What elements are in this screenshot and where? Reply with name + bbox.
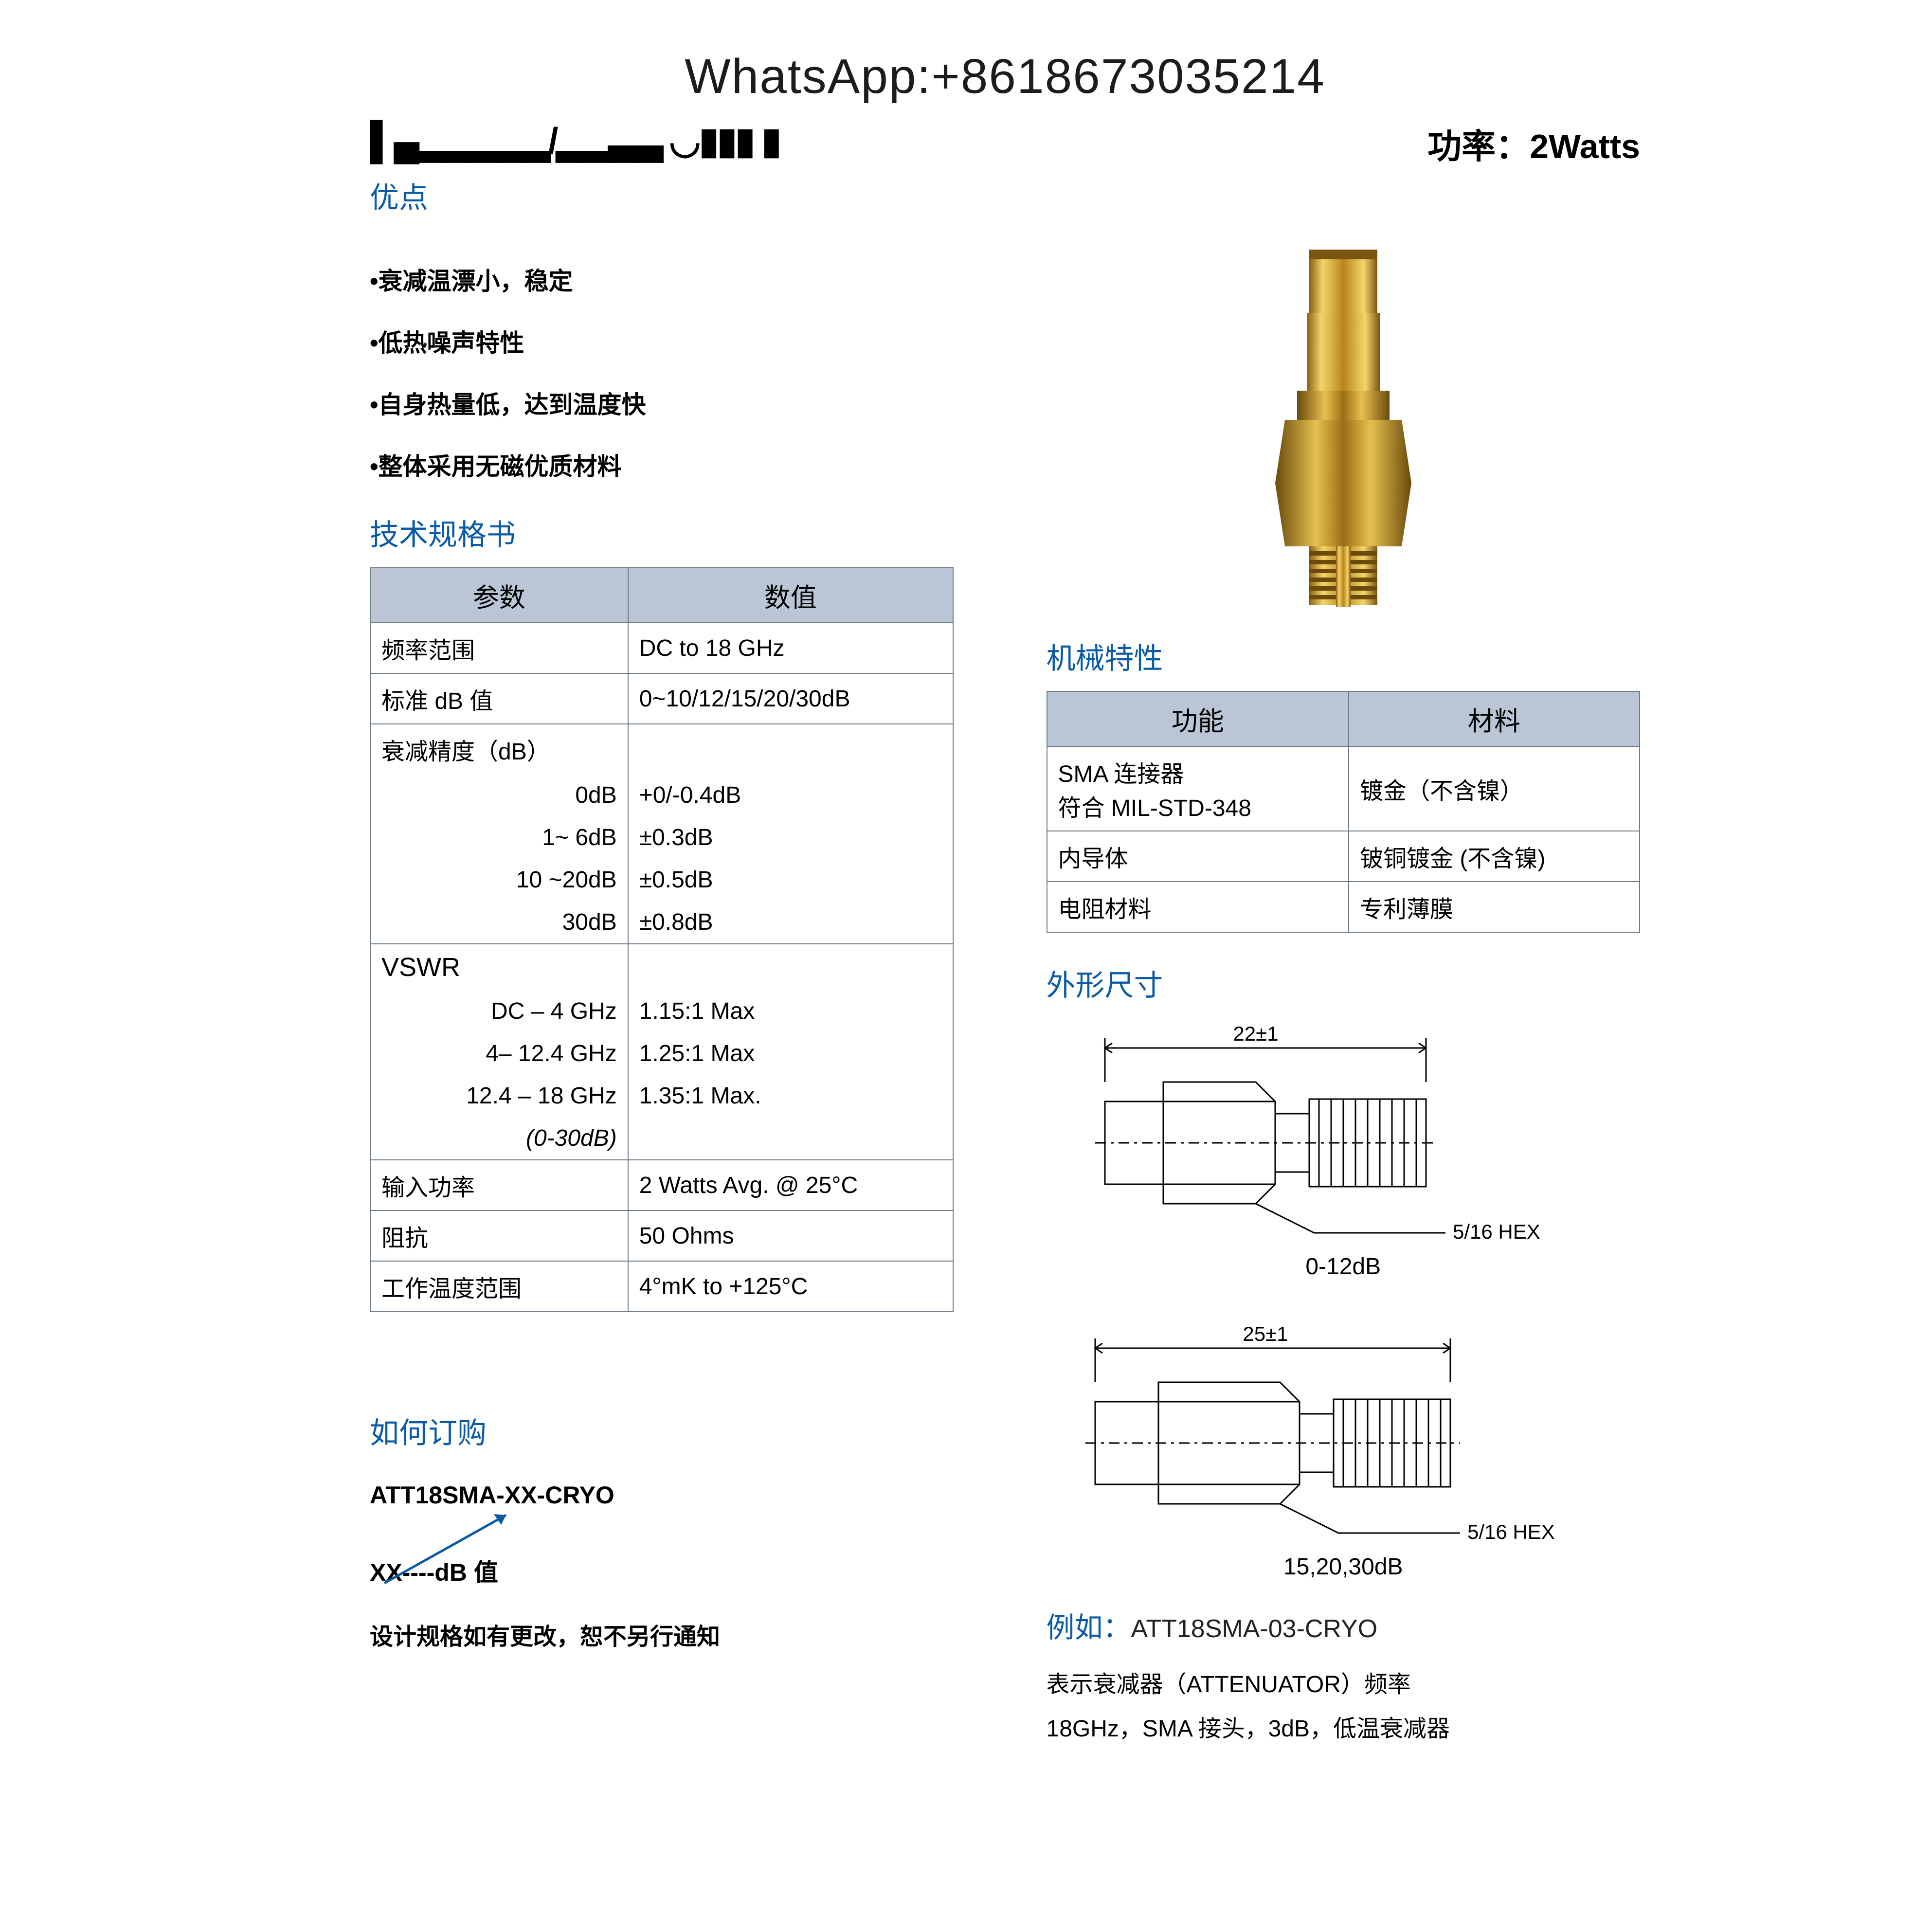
tech-spec-heading: 技术规格书 (370, 511, 964, 554)
cell: 标准 dB 值 (370, 673, 628, 724)
cell: 阻抗 (370, 1210, 628, 1261)
dimensions-heading: 外形尺寸 (1047, 962, 1641, 1004)
cell: VSWR (370, 944, 628, 990)
example-section: 例如：ATT18SMA-03-CRYO 表示衰减器（ATTENUATOR）频率 … (1047, 1605, 1641, 1751)
order-note: 设计规格如有更改，恕不另行通知 (370, 1617, 964, 1651)
cell: 30dB (370, 901, 628, 944)
cell (628, 1117, 953, 1160)
cell: SMA 连接器符合 MIL-STD-348 (1047, 746, 1349, 831)
mech-table: 功能 材料 SMA 连接器符合 MIL-STD-348 镀金（不含镍） 内导体铍… (1047, 691, 1641, 933)
cell: 4°mK to +125°C (628, 1261, 953, 1312)
order-heading: 如何订购 (370, 1409, 964, 1452)
cell: 镀金（不含镍） (1349, 746, 1640, 831)
cell: 0~10/12/15/20/30dB (628, 673, 953, 724)
tech-spec-table: 参数 数值 频率范围DC to 18 GHz 标准 dB 值0~10/12/15… (370, 567, 954, 1312)
dimension-figure-2: 25±1 (1047, 1319, 1641, 1580)
order-code-text: ATT18SMA-XX-CRYO (370, 1481, 614, 1509)
order-code: ATT18SMA-XX-CRYO (370, 1481, 964, 1509)
power-label: 功率：2Watts (1427, 119, 1640, 168)
cell: 1.15:1 Max (628, 990, 953, 1032)
dim-caption-2: 15,20,30dB (1047, 1553, 1641, 1580)
product-photo (1047, 245, 1641, 615)
cell: 10 ~20dB (370, 859, 628, 901)
cell: ±0.8dB (628, 901, 953, 944)
cell: DC to 18 GHz (628, 623, 953, 673)
cell: +0/-0.4dB (628, 774, 953, 816)
advantage-item: •低热噪声特性 (370, 324, 964, 359)
advantage-item: •自身热量低，达到温度快 (370, 385, 964, 420)
cell: 工作温度范围 (370, 1261, 628, 1312)
arrow-icon (365, 1510, 535, 1588)
dim-hex2: 5/16 HEX (1467, 1520, 1555, 1543)
cell: 1.35:1 Max. (628, 1075, 953, 1117)
dim-caption-1: 0-12dB (1047, 1253, 1641, 1280)
advantage-item: •整体采用无磁优质材料 (370, 447, 964, 482)
cell: 衰减精度（dB） (370, 724, 628, 774)
whatsapp-contact: WhatsApp:+8618673035214 (370, 49, 1640, 105)
cell: ±0.3dB (628, 816, 953, 859)
th-param: 参数 (370, 568, 628, 623)
th-func: 功能 (1047, 691, 1349, 746)
advantage-item: •衰减温漂小，稳定 (370, 262, 964, 297)
cell: 12.4 – 18 GHz (370, 1075, 628, 1117)
example-colon: ： (1103, 1612, 1131, 1643)
example-code: ATT18SMA-03-CRYO (1131, 1615, 1378, 1643)
left-column: •衰减温漂小，稳定 •低热噪声特性 •自身热量低，达到温度快 •整体采用无磁优质… (370, 235, 964, 1751)
advantages-heading: 优点 (370, 174, 779, 217)
example-text: 表示衰减器（ATTENUATOR）频率 18GHz，SMA 接头，3dB，低温衰… (1047, 1662, 1641, 1751)
cell: (0-30dB) (370, 1117, 628, 1160)
cell (628, 944, 953, 990)
cell: 专利薄膜 (1349, 882, 1640, 932)
mech-heading: 机械特性 (1047, 635, 1641, 677)
cell: 2 Watts Avg. @ 25°C (628, 1160, 953, 1210)
dimension-figure-1: 22±1 (1047, 1019, 1641, 1280)
order-section: 如何订购 ATT18SMA-XX-CRYO XX----dB 值 设计规格如有更… (370, 1409, 964, 1651)
cell: ±0.5dB (628, 859, 953, 901)
cell: 铍铜镀金 (不含镍) (1349, 831, 1640, 882)
cell: 电阻材料 (1047, 882, 1349, 932)
th-value: 数值 (628, 568, 953, 623)
advantages-list: •衰减温漂小，稳定 •低热噪声特性 •自身热量低，达到温度快 •整体采用无磁优质… (370, 262, 964, 482)
cell: 内导体 (1047, 831, 1349, 882)
cell: 输入功率 (370, 1160, 628, 1210)
dim-len2: 25±1 (1243, 1322, 1288, 1345)
cell: DC – 4 GHz (370, 990, 628, 1032)
cell: 1~ 6dB (370, 816, 628, 859)
example-heading: 例如 (1047, 1612, 1103, 1643)
cell: 50 Ohms (628, 1210, 953, 1261)
cell (628, 724, 953, 774)
dim-len1: 22±1 (1233, 1022, 1278, 1045)
th-mat: 材料 (1349, 691, 1640, 746)
cell: 频率范围 (370, 623, 628, 673)
dimensions-section: 外形尺寸 22±1 (1047, 962, 1641, 1580)
cell: 1.25:1 Max (628, 1032, 953, 1075)
right-column: 机械特性 功能 材料 SMA 连接器符合 MIL-STD-348 镀金（不含镍）… (1047, 235, 1641, 1751)
cell: 4– 12.4 GHz (370, 1032, 628, 1075)
product-title-partial: ▌▄▂▂▂▂▂/▂▂▃▃ ◡▮▮▮ ▮ (370, 119, 779, 162)
cell: 0dB (370, 774, 628, 816)
dim-hex: 5/16 HEX (1453, 1220, 1540, 1243)
